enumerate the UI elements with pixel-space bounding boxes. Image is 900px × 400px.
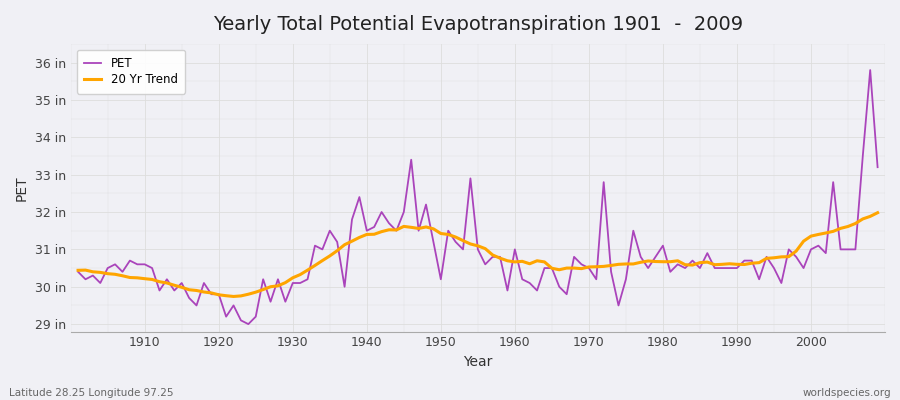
20 Yr Trend bbox=[73, 268, 84, 273]
20 Yr Trend bbox=[302, 268, 313, 272]
20 Yr Trend bbox=[509, 260, 520, 264]
PET bbox=[865, 68, 876, 72]
PET bbox=[872, 165, 883, 170]
Legend: PET, 20 Yr Trend: PET, 20 Yr Trend bbox=[76, 50, 184, 94]
20 Yr Trend bbox=[346, 239, 357, 244]
PET bbox=[517, 277, 527, 282]
20 Yr Trend bbox=[132, 276, 143, 280]
20 Yr Trend bbox=[872, 210, 883, 215]
PET bbox=[132, 262, 143, 267]
PET bbox=[73, 270, 84, 274]
Y-axis label: PET: PET bbox=[15, 175, 29, 200]
PET bbox=[606, 270, 616, 274]
Text: Latitude 28.25 Longitude 97.25: Latitude 28.25 Longitude 97.25 bbox=[9, 388, 174, 398]
PET bbox=[509, 247, 520, 252]
Text: worldspecies.org: worldspecies.org bbox=[803, 388, 891, 398]
Title: Yearly Total Potential Evapotranspiration 1901  -  2009: Yearly Total Potential Evapotranspiratio… bbox=[212, 15, 742, 34]
PET bbox=[243, 322, 254, 326]
20 Yr Trend bbox=[606, 263, 616, 268]
20 Yr Trend bbox=[228, 294, 238, 299]
20 Yr Trend bbox=[517, 259, 527, 264]
Line: 20 Yr Trend: 20 Yr Trend bbox=[78, 213, 878, 296]
X-axis label: Year: Year bbox=[464, 355, 492, 369]
PET bbox=[346, 217, 357, 222]
Line: PET: PET bbox=[78, 70, 878, 324]
PET bbox=[302, 277, 313, 282]
